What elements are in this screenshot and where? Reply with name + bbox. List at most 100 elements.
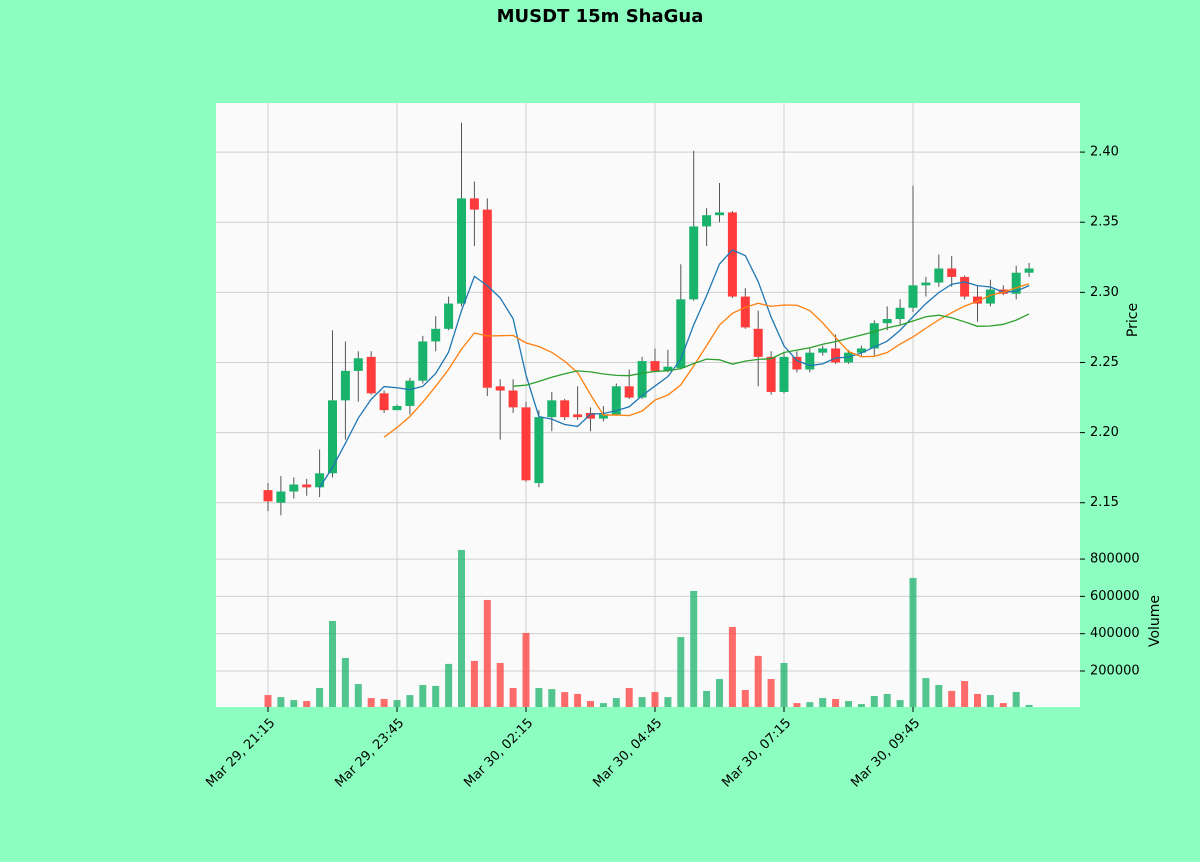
volume-bar <box>548 689 556 707</box>
candle-body <box>328 400 337 474</box>
volume-bar <box>651 692 659 707</box>
candle-body <box>663 366 673 371</box>
y2-axis-title: Volume <box>1147 595 1163 647</box>
volume-bar <box>535 687 543 707</box>
volume-bar <box>329 621 336 707</box>
y2-tick-label: 200000 <box>1090 663 1140 678</box>
volume-bar <box>458 549 465 707</box>
volume-bar <box>393 700 401 707</box>
volume-bar <box>857 704 865 707</box>
volume-bar <box>367 698 375 707</box>
candle-body <box>289 484 299 492</box>
candle-body <box>276 491 286 503</box>
volume-bar <box>948 690 956 707</box>
candle-body <box>740 296 750 328</box>
volume-bar <box>961 681 969 707</box>
volume-bar <box>419 684 427 707</box>
candle-body <box>689 226 699 300</box>
candle-body <box>495 386 505 391</box>
volume-bar <box>432 685 440 707</box>
candle-body <box>985 289 995 304</box>
candle-body <box>831 348 841 363</box>
volume-bar <box>445 663 453 707</box>
volume-bar <box>780 662 788 707</box>
candle-body <box>934 268 944 283</box>
candle-body <box>882 319 892 324</box>
volume-bar <box>380 698 388 707</box>
volume-bar <box>896 700 904 707</box>
candle-body <box>431 328 441 342</box>
volume-bar <box>470 660 478 707</box>
candle-body <box>650 361 660 371</box>
candle-body <box>315 473 325 488</box>
candle-body <box>444 303 454 329</box>
volume-bar <box>922 678 930 707</box>
candle-body <box>805 352 815 370</box>
candle-body <box>366 356 376 394</box>
volume-bar <box>303 701 311 707</box>
volume-bar <box>587 701 594 707</box>
y-tick-label: 2.30 <box>1090 285 1119 300</box>
moving-average-line <box>319 249 1030 488</box>
candle-body <box>469 198 479 210</box>
volume-bar <box>806 702 814 707</box>
candle-body <box>340 370 350 401</box>
candle-body <box>895 307 905 319</box>
volume-bar <box>264 695 272 707</box>
candle-body <box>702 215 712 227</box>
y-tick-label: 2.40 <box>1090 145 1119 160</box>
volume-bar <box>703 690 711 707</box>
volume-bar <box>406 695 414 707</box>
volume-bar <box>935 684 943 707</box>
chart-title: MUSDT 15m ShaGua <box>497 6 704 27</box>
volume-bar <box>832 698 840 707</box>
volume-bar <box>638 697 646 707</box>
volume-bar <box>509 687 517 707</box>
volume-bar <box>664 697 672 707</box>
candle-body <box>418 341 428 381</box>
volume-bar <box>690 590 698 707</box>
volume-bar <box>341 657 349 707</box>
volume-bar <box>754 655 762 707</box>
y-tick-label: 2.15 <box>1090 495 1119 510</box>
volume-bar <box>999 703 1007 707</box>
candle-body <box>534 417 544 484</box>
volume-bar <box>793 703 801 707</box>
volume-bar <box>354 684 362 707</box>
volume-bar <box>316 687 324 707</box>
volume-bar <box>290 700 298 707</box>
volume-bar <box>728 626 736 707</box>
volume-bar <box>1012 692 1020 707</box>
candle-body <box>779 356 789 392</box>
candle-body <box>637 361 647 398</box>
candle-body <box>960 276 970 297</box>
candle-body <box>560 400 570 418</box>
volume-bar <box>625 687 633 707</box>
candle-body <box>715 212 724 216</box>
candle-body <box>973 296 982 304</box>
y2-tick-label: 800000 <box>1090 552 1140 567</box>
y2-tick-label: 400000 <box>1090 626 1140 641</box>
volume-bar <box>483 599 491 707</box>
volume-bar <box>496 662 504 707</box>
candle-body <box>908 285 918 308</box>
volume-bar <box>1025 704 1033 707</box>
price-panel <box>216 103 1080 535</box>
candle-body <box>1011 272 1021 294</box>
candle-body <box>586 412 595 419</box>
candle-body <box>947 268 957 277</box>
volume-bar <box>974 693 981 707</box>
candle-body <box>611 386 621 415</box>
candle-body <box>547 400 557 418</box>
candle-body <box>573 414 583 418</box>
candle-body <box>727 212 737 297</box>
candle-body <box>921 282 931 286</box>
candle-body <box>818 348 828 353</box>
candle-body <box>869 323 879 349</box>
moving-average-line <box>383 283 1030 438</box>
candle-body <box>753 328 763 357</box>
candle-body <box>263 490 273 502</box>
candle-body <box>792 356 802 370</box>
volume-bar <box>870 695 878 707</box>
